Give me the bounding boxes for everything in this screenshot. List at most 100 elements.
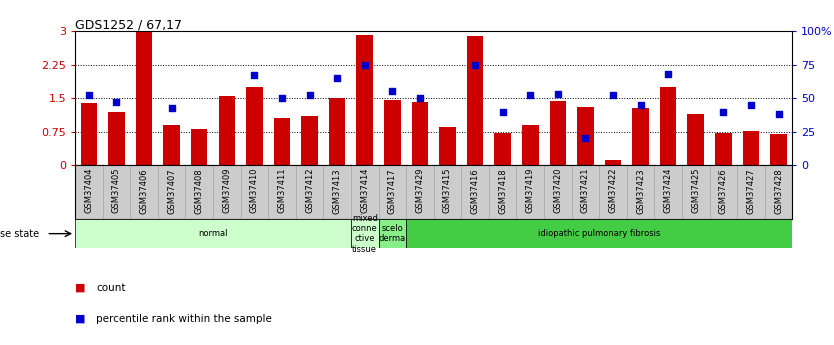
Bar (550, 101, 566, 165)
Text: scelo
derma: scelo derma (379, 224, 406, 243)
Point (413, 95, 426, 101)
Bar (351, 165, 379, 219)
Bar (406, 219, 792, 248)
Bar (627, 165, 655, 219)
Point (83, 93, 96, 98)
Text: GSM37406: GSM37406 (139, 168, 148, 214)
Text: GDS1252 / 67,17: GDS1252 / 67,17 (75, 18, 182, 31)
Bar (571, 165, 599, 219)
Text: normal: normal (198, 229, 228, 238)
Bar (440, 127, 455, 165)
Bar (219, 96, 235, 165)
Bar (467, 36, 484, 165)
Bar (599, 165, 627, 219)
Text: idiopathic pulmonary fibrosis: idiopathic pulmonary fibrosis (538, 229, 661, 238)
Text: GSM37414: GSM37414 (360, 168, 369, 214)
Bar (130, 165, 158, 219)
Bar (274, 118, 290, 165)
Point (385, 89, 399, 94)
Bar (351, 219, 379, 248)
Point (661, 71, 675, 77)
Text: percentile rank within the sample: percentile rank within the sample (96, 314, 272, 324)
Bar (632, 108, 649, 165)
Bar (522, 125, 539, 165)
Point (496, 109, 510, 114)
Text: GSM37428: GSM37428 (774, 168, 783, 214)
Text: GSM37426: GSM37426 (719, 168, 728, 214)
Bar (577, 107, 594, 165)
Bar (384, 100, 400, 165)
Bar (605, 160, 621, 165)
Point (303, 93, 316, 98)
Bar (301, 116, 318, 165)
Bar (379, 165, 406, 219)
Bar (461, 165, 489, 219)
Text: disease state: disease state (0, 229, 39, 239)
Bar (136, 32, 153, 165)
Point (110, 99, 123, 105)
Bar (379, 219, 406, 248)
Point (634, 102, 647, 108)
Bar (191, 129, 208, 165)
Text: GSM37412: GSM37412 (305, 168, 314, 214)
Bar (158, 165, 185, 219)
Point (469, 62, 482, 67)
Text: GSM37405: GSM37405 (112, 168, 121, 214)
Bar (771, 134, 786, 165)
Bar (412, 102, 428, 165)
Text: GSM37416: GSM37416 (470, 168, 480, 214)
Point (358, 62, 371, 67)
Point (744, 102, 757, 108)
Text: GSM37427: GSM37427 (746, 168, 756, 214)
Bar (737, 165, 765, 219)
Text: GSM37418: GSM37418 (498, 168, 507, 214)
Text: count: count (96, 283, 125, 293)
Text: GSM37413: GSM37413 (333, 168, 342, 214)
Point (771, 111, 785, 117)
Text: GSM37411: GSM37411 (278, 168, 286, 214)
Text: GSM37417: GSM37417 (388, 168, 397, 214)
Text: GSM37425: GSM37425 (691, 168, 701, 214)
Text: GSM37419: GSM37419 (525, 168, 535, 214)
Bar (544, 165, 571, 219)
Text: GSM37409: GSM37409 (223, 168, 231, 214)
Point (551, 91, 565, 97)
Bar (356, 34, 373, 165)
Bar (489, 165, 516, 219)
Bar (742, 131, 759, 165)
Text: GSM37415: GSM37415 (443, 168, 452, 214)
Bar (108, 111, 125, 165)
Text: GSM37407: GSM37407 (167, 168, 176, 214)
Point (524, 93, 537, 98)
Text: GSM37420: GSM37420 (553, 168, 562, 214)
Bar (75, 165, 103, 219)
Text: GSM37422: GSM37422 (609, 168, 617, 214)
Bar (495, 133, 511, 165)
Text: GSM37424: GSM37424 (664, 168, 673, 214)
Bar (163, 125, 180, 165)
Bar (765, 165, 792, 219)
Bar (715, 133, 731, 165)
Bar (687, 114, 704, 165)
Bar (296, 165, 324, 219)
Bar (710, 165, 737, 219)
Point (606, 93, 620, 98)
Bar (434, 165, 461, 219)
Text: ■: ■ (75, 314, 86, 324)
Bar (269, 165, 296, 219)
Bar (103, 165, 130, 219)
Bar (655, 165, 682, 219)
Point (248, 72, 261, 78)
Bar (660, 87, 676, 165)
Text: GSM37410: GSM37410 (250, 168, 259, 214)
Text: ■: ■ (75, 283, 86, 293)
Bar (324, 165, 351, 219)
Point (330, 75, 344, 81)
Bar (406, 165, 434, 219)
Text: mixed
conne
ctive
tissue: mixed conne ctive tissue (352, 214, 378, 254)
Text: GSM37408: GSM37408 (194, 168, 203, 214)
Bar (185, 165, 213, 219)
Text: GSM37423: GSM37423 (636, 168, 645, 214)
Bar (81, 102, 97, 165)
Text: GSM37404: GSM37404 (84, 168, 93, 214)
